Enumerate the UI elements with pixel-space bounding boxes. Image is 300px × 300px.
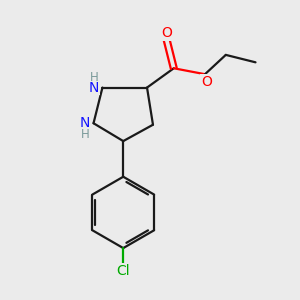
Text: Cl: Cl xyxy=(116,264,130,278)
Text: N: N xyxy=(80,116,90,130)
Text: H: H xyxy=(81,128,90,141)
Text: N: N xyxy=(89,81,99,94)
Text: H: H xyxy=(90,71,98,84)
Text: O: O xyxy=(161,26,172,40)
Text: O: O xyxy=(201,75,212,88)
